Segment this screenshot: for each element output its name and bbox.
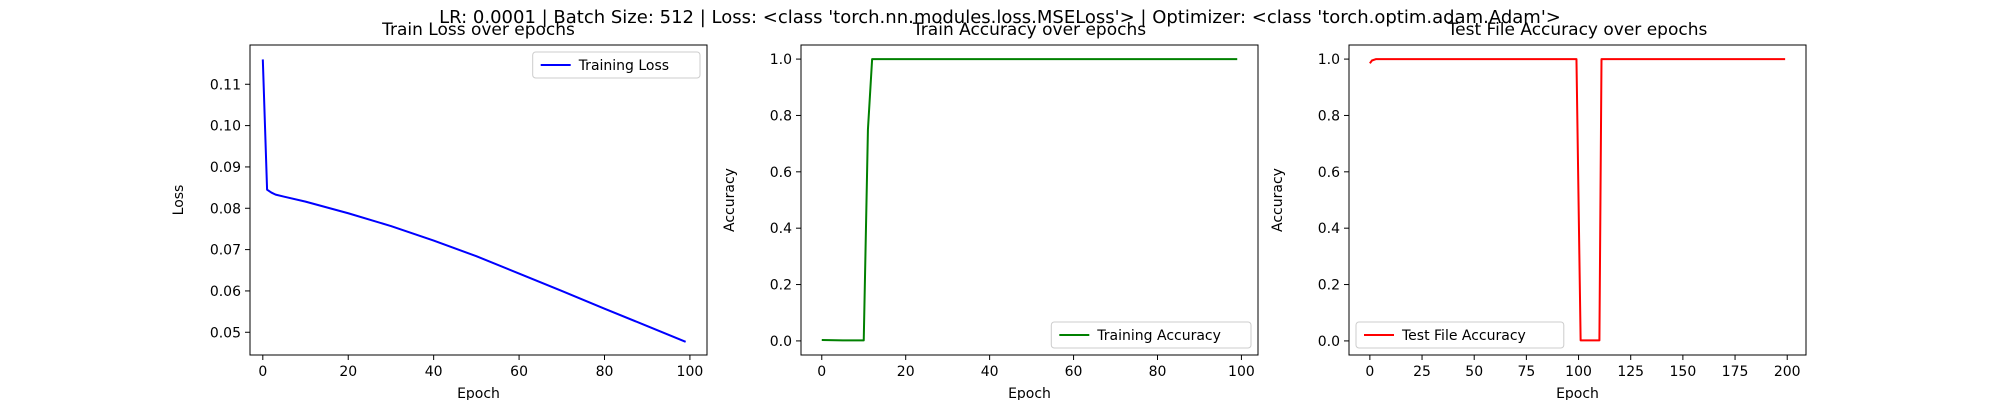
x-tick-label: 60 — [510, 364, 528, 380]
y-tick-label: 0.2 — [1318, 278, 1340, 294]
x-tick-label: 100 — [677, 364, 704, 380]
plot-title: Test File Accuracy over epochs — [1447, 20, 1708, 40]
axes-frame — [800, 44, 1259, 356]
y-tick-label: 0.11 — [210, 77, 241, 93]
y-tick-label: 0.07 — [210, 243, 241, 259]
y-tick-label: 0.4 — [1318, 221, 1340, 237]
x-axis-label: Epoch — [457, 386, 500, 400]
y-tick-label: 1.0 — [1318, 52, 1340, 68]
x-tick-label: 40 — [425, 364, 443, 380]
x-tick-label: 80 — [596, 364, 614, 380]
x-tick-label: 80 — [1149, 364, 1167, 380]
legend-label: Training Accuracy — [1096, 328, 1221, 344]
y-axis-label: Accuracy — [722, 168, 738, 232]
subplots: Train Loss over epochs 0 20 40 60 80 100 0.05 0.… — [171, 20, 1807, 400]
y-tick-label: 0.05 — [210, 325, 241, 341]
legend-train-loss: Training Loss — [532, 51, 701, 79]
x-axis-label: Epoch — [1556, 386, 1599, 400]
legend-box — [1050, 321, 1252, 349]
x-tick-label: 200 — [1774, 364, 1801, 380]
x-tick-label: 60 — [1065, 364, 1083, 380]
legend-label: Test File Accuracy — [1401, 328, 1526, 344]
x-tick-label: 150 — [1670, 364, 1697, 380]
subplot-train-loss: Train Loss over epochs 0 20 40 60 80 100 0.05 0.… — [171, 20, 708, 400]
x-tick-label: 0 — [817, 364, 826, 380]
y-tick-label: 0.0 — [770, 334, 792, 350]
axes-frame — [249, 44, 708, 356]
x-tick-label: 0 — [1365, 364, 1374, 380]
x-axis-label: Epoch — [1008, 386, 1051, 400]
axes-frame — [1348, 44, 1807, 356]
y-tick-label: 0.08 — [210, 201, 241, 217]
x-tick-label: 20 — [897, 364, 915, 380]
legend-train-accuracy: Training Accuracy — [1050, 321, 1252, 349]
y-tick-label: 0.0 — [1318, 334, 1340, 350]
y-tick-label: 1.0 — [770, 52, 792, 68]
legend-box — [532, 51, 701, 79]
y-tick-label: 0.09 — [210, 160, 241, 176]
subplot-train-accuracy: Train Accuracy over epochs 0 20 40 60 80 100 0.… — [722, 20, 1259, 400]
y-tick-label: 0.8 — [1318, 108, 1340, 124]
series-line-train-loss — [261, 59, 687, 343]
y-tick-label: 0.6 — [1318, 165, 1340, 181]
y-axis-label: Loss — [171, 185, 187, 216]
legend-box — [1355, 321, 1565, 349]
x-tick-label: 125 — [1617, 364, 1644, 380]
legend-test-file-accuracy: Test File Accuracy — [1355, 321, 1565, 349]
x-tick-label: 25 — [1413, 364, 1431, 380]
y-tick-label: 0.10 — [210, 119, 241, 135]
figure-suptitle: LR: 0.0001 | Batch Size: 512 | Loss: <cl… — [439, 7, 1561, 28]
x-tick-label: 40 — [981, 364, 999, 380]
x-tick-label: 75 — [1517, 364, 1535, 380]
y-tick-label: 0.8 — [770, 108, 792, 124]
plot-title: Train Loss over epochs — [381, 20, 575, 40]
subplot-test-file-accuracy: Test File Accuracy over epochs 0 25 50 75 100… — [1270, 20, 1807, 400]
y-tick-label: 0.6 — [770, 165, 792, 181]
plot-title: Train Accuracy over epochs — [912, 20, 1146, 40]
y-tick-label: 0.4 — [770, 221, 792, 237]
x-tick-label: 20 — [339, 364, 357, 380]
series-line-train-accuracy — [821, 58, 1238, 342]
y-axis-label: Accuracy — [1270, 168, 1286, 232]
series-line-test-file-accuracy — [1369, 58, 1786, 342]
x-tick-label: 100 — [1228, 364, 1255, 380]
y-tick-label: 0.2 — [770, 278, 792, 294]
x-tick-label: 175 — [1722, 364, 1749, 380]
x-tick-label: 0 — [258, 364, 267, 380]
x-tick-label: 100 — [1565, 364, 1592, 380]
y-tick-label: 0.06 — [210, 284, 241, 300]
legend-label: Training Loss — [578, 58, 669, 74]
x-tick-label: 50 — [1465, 364, 1483, 380]
